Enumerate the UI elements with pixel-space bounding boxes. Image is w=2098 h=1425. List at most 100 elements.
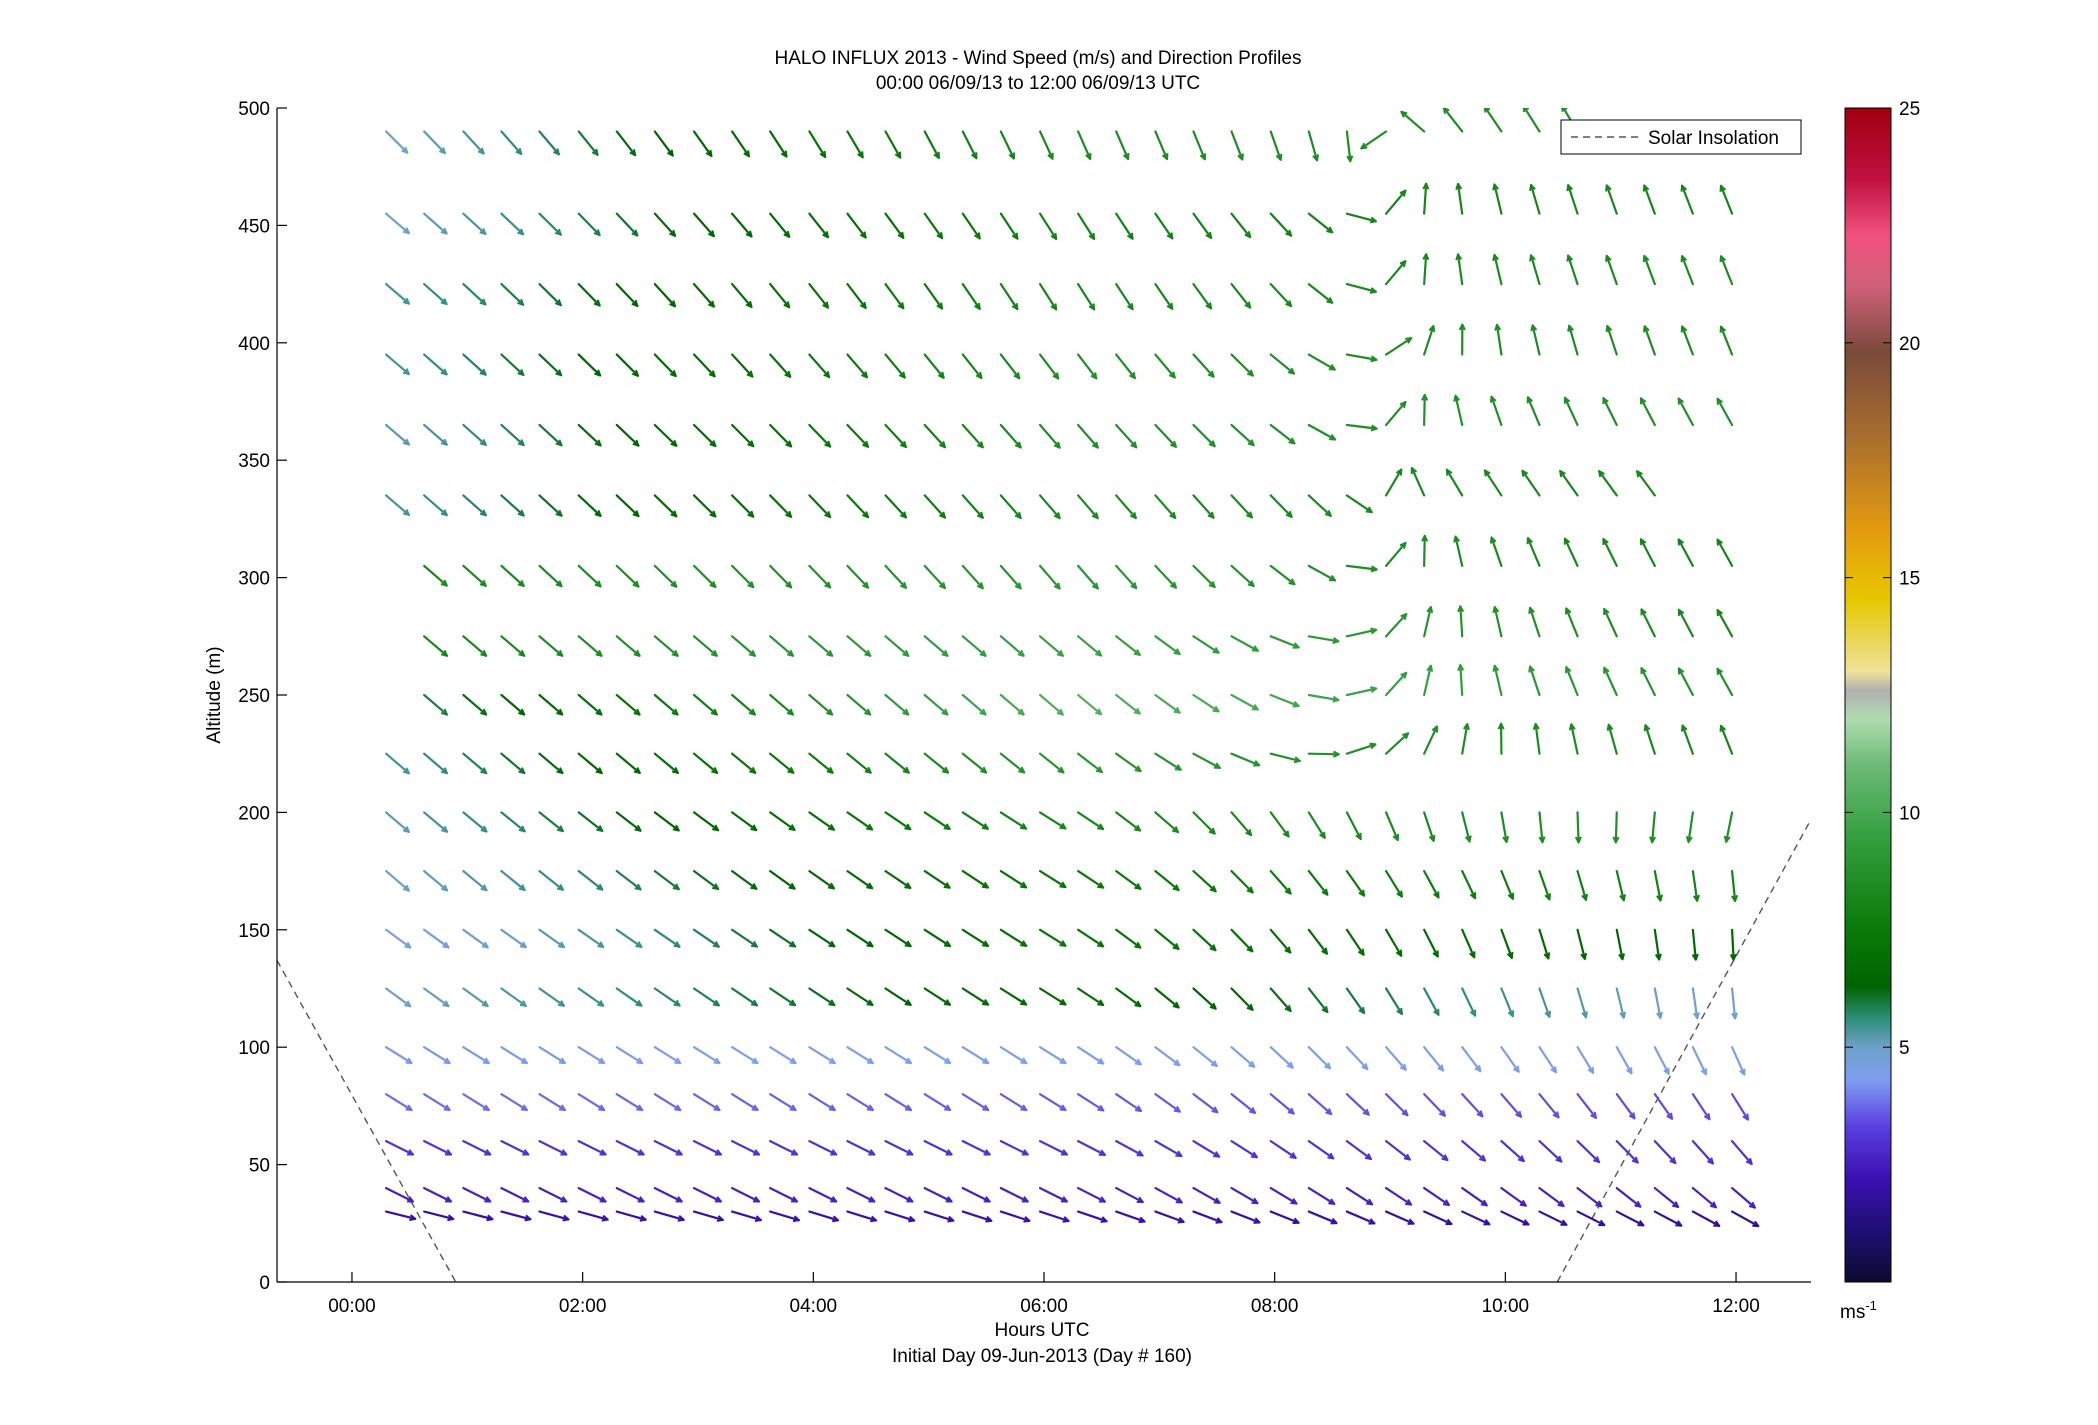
wind-arrow-head xyxy=(1211,440,1216,447)
wind-arrow xyxy=(653,423,678,447)
wind-arrow xyxy=(1192,1093,1219,1114)
wind-arrow-shaft xyxy=(1307,283,1334,304)
wind-arrow-shaft xyxy=(1461,1093,1484,1118)
wind-arrow-shaft xyxy=(1115,1210,1146,1223)
wind-arrow-shaft xyxy=(1483,469,1503,497)
wind-arrow xyxy=(1500,869,1515,900)
wind-arrow-shaft xyxy=(999,869,1028,889)
wind-arrow-head xyxy=(674,767,679,774)
wind-arrow-head xyxy=(751,708,756,715)
wind-arrow xyxy=(1077,635,1103,657)
wind-arrow-shaft xyxy=(961,212,981,240)
wind-arrow-shaft xyxy=(1716,538,1734,567)
wind-arrow xyxy=(1115,564,1138,590)
wind-arrow-shaft xyxy=(1576,1046,1595,1074)
wind-arrow-head xyxy=(1100,1149,1106,1156)
wind-arrow-shaft xyxy=(1423,324,1435,356)
wind-arrow-shaft xyxy=(769,928,797,948)
wind-arrow xyxy=(846,130,864,159)
wind-arrow-shaft xyxy=(500,752,526,775)
wind-arrow-shaft xyxy=(1269,283,1293,308)
wind-arrow xyxy=(500,212,525,236)
wind-arrow xyxy=(500,987,527,1008)
wind-arrow-shaft xyxy=(653,130,674,157)
wind-arrow-shaft xyxy=(692,353,716,378)
wind-arrow-shaft xyxy=(1643,325,1656,356)
wind-arrow xyxy=(385,1210,417,1222)
wind-arrow-shaft xyxy=(1384,189,1407,215)
wind-arrow xyxy=(961,423,984,449)
wind-arrow-head xyxy=(1432,834,1436,841)
wind-arrow xyxy=(1723,811,1734,843)
wind-arrow-head xyxy=(525,1214,532,1221)
wind-arrow-head xyxy=(1483,108,1487,113)
wind-arrow-head xyxy=(1399,542,1406,547)
wind-arrow-shaft xyxy=(1677,397,1694,427)
wind-arrow-head xyxy=(1288,229,1293,236)
wind-arrow xyxy=(1345,1140,1373,1161)
wind-arrow-head xyxy=(1453,536,1457,543)
solar-insolation-segment xyxy=(277,959,457,1282)
wind-arrow-shaft xyxy=(1538,1186,1565,1208)
wind-arrow xyxy=(1461,723,1470,755)
wind-arrow xyxy=(1489,395,1503,427)
wind-arrow xyxy=(1642,254,1656,286)
wind-arrow-shaft xyxy=(1192,752,1221,770)
wind-arrow-shaft xyxy=(653,987,681,1007)
wind-arrow-shaft xyxy=(1500,1186,1527,1207)
wind-arrow-shaft xyxy=(884,564,908,589)
wind-arrow-head xyxy=(405,438,410,445)
wind-arrow-shaft xyxy=(1345,353,1378,361)
wind-arrow-head xyxy=(600,1057,606,1064)
wind-arrow-head xyxy=(1431,725,1438,732)
wind-arrow-shaft xyxy=(1192,283,1213,310)
wind-arrow xyxy=(1154,987,1180,1009)
wind-arrow xyxy=(1384,189,1407,215)
wind-arrow xyxy=(731,811,758,832)
wind-arrow xyxy=(961,1093,990,1112)
wind-arrow-shaft xyxy=(1384,1186,1413,1206)
wind-arrow-head xyxy=(712,510,717,517)
wind-arrow xyxy=(1077,1093,1105,1112)
wind-arrow-head xyxy=(712,440,717,447)
wind-arrow-shaft xyxy=(1154,869,1180,892)
wind-arrow-head xyxy=(825,301,829,308)
wind-arrow xyxy=(538,1093,567,1112)
wind-arrow-shaft xyxy=(653,635,679,657)
wind-arrow-head xyxy=(1214,705,1220,712)
wind-arrow-shaft xyxy=(1576,987,1588,1019)
wind-arrow xyxy=(1384,1210,1415,1225)
wind-arrow-shaft xyxy=(1615,1140,1639,1164)
wind-arrow xyxy=(1566,254,1579,286)
wind-arrow-shaft xyxy=(1269,353,1296,375)
wind-arrow-shaft xyxy=(1269,564,1296,586)
wind-arrow xyxy=(1115,987,1142,1008)
wind-arrow xyxy=(1038,212,1058,241)
wind-arrow xyxy=(884,1046,913,1065)
wind-arrow-shaft xyxy=(1538,869,1551,901)
wind-arrow xyxy=(1192,564,1216,589)
wind-arrow-head xyxy=(1057,512,1061,519)
wind-arrow-head xyxy=(1402,732,1409,737)
wind-arrow xyxy=(846,353,869,379)
wind-arrow xyxy=(1345,130,1354,163)
wind-arrow xyxy=(1615,1186,1642,1208)
wind-arrow-head xyxy=(1291,1152,1297,1159)
wind-arrow-head xyxy=(711,300,715,307)
wind-arrow-shaft xyxy=(1490,536,1503,567)
wind-arrow-shaft xyxy=(1603,666,1618,697)
wind-arrow-shaft xyxy=(1606,324,1618,356)
wind-arrow xyxy=(1615,1140,1639,1164)
wind-arrow-head xyxy=(557,228,562,236)
wind-arrow-head xyxy=(907,1149,914,1156)
wind-arrow-head xyxy=(1022,881,1027,888)
wind-arrow xyxy=(1421,393,1429,427)
wind-arrow-head xyxy=(1585,893,1588,901)
wind-arrow xyxy=(577,423,602,447)
wind-arrow xyxy=(1643,325,1656,356)
chart-subtitle: 00:00 06/09/13 to 12:00 06/09/13 UTC xyxy=(876,73,1200,94)
wind-arrow xyxy=(1077,869,1105,889)
wind-arrow-head xyxy=(1585,1011,1588,1018)
wind-arrow-shaft xyxy=(923,811,951,831)
wind-arrow-head xyxy=(1554,1066,1557,1073)
